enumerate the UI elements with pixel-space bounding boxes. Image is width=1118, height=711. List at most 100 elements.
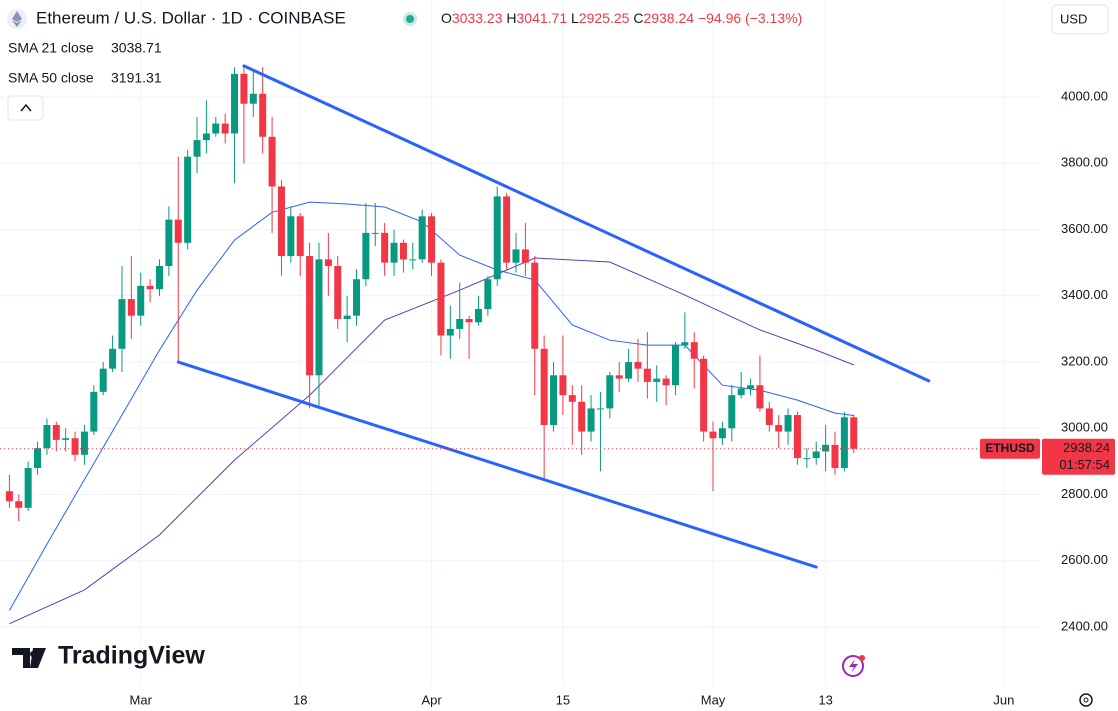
x-tick-label: May bbox=[701, 692, 726, 707]
candle-body bbox=[52, 424, 60, 440]
candle-body bbox=[71, 438, 79, 455]
candle-body bbox=[625, 362, 633, 379]
symbol-label: ETHUSD bbox=[985, 441, 1035, 455]
legend-name[interactable]: SMA 21 close bbox=[8, 40, 94, 56]
candle-body bbox=[193, 140, 201, 157]
candle-body bbox=[137, 285, 145, 316]
candle-body bbox=[259, 93, 267, 137]
ohlc-value: 2938.24 bbox=[643, 10, 694, 26]
ohlc-label: L bbox=[571, 10, 579, 26]
y-tick-label: 2800.00 bbox=[1061, 486, 1108, 501]
ohlc-label: H bbox=[506, 10, 516, 26]
candle-body bbox=[653, 378, 661, 382]
candle-body bbox=[343, 315, 351, 319]
legend-name[interactable]: SMA 50 close bbox=[8, 70, 94, 86]
candle-body bbox=[118, 299, 126, 349]
candle-body bbox=[474, 309, 482, 323]
price-labels: ETHUSD 2938.24 01:57:54 bbox=[980, 438, 1115, 475]
candle-body bbox=[5, 491, 13, 502]
legend-value: 3191.31 bbox=[111, 70, 162, 86]
candle-body bbox=[718, 428, 726, 439]
candle-body bbox=[531, 262, 539, 349]
candle-body bbox=[681, 342, 689, 346]
y-tick-label: 3800.00 bbox=[1061, 155, 1108, 170]
candle-body bbox=[812, 451, 820, 459]
plot bbox=[0, 64, 1040, 625]
last-price: 2938.24 bbox=[1063, 440, 1110, 455]
candle-body bbox=[34, 448, 42, 469]
candle-body bbox=[484, 279, 492, 310]
candle-body bbox=[362, 232, 370, 280]
trend-line bbox=[176, 360, 818, 569]
candle-body bbox=[690, 342, 698, 359]
candle-body bbox=[240, 73, 248, 104]
candle-body bbox=[277, 186, 285, 257]
y-tick-label: 3600.00 bbox=[1061, 221, 1108, 236]
ohlc-value: 3041.71 bbox=[517, 10, 568, 26]
candle-body bbox=[324, 259, 332, 266]
candle-body bbox=[418, 216, 426, 260]
candle-body bbox=[371, 232, 379, 234]
ohlc-label: C bbox=[633, 10, 643, 26]
x-tick-label: 15 bbox=[556, 692, 570, 707]
candle-body bbox=[606, 375, 614, 409]
currency-button[interactable]: USD bbox=[1051, 4, 1109, 35]
x-tick-label: Apr bbox=[421, 692, 442, 707]
candle-body bbox=[202, 133, 210, 141]
candle-body bbox=[737, 388, 745, 396]
trend-line bbox=[242, 64, 931, 383]
candle-body bbox=[155, 265, 163, 290]
candle-body bbox=[850, 417, 858, 449]
ohlc-value: 3033.23 bbox=[452, 10, 503, 26]
legend-value: 3038.71 bbox=[111, 40, 162, 56]
y-tick-label: 4000.00 bbox=[1061, 88, 1108, 103]
candle-body bbox=[127, 299, 135, 316]
candle-body bbox=[399, 242, 407, 260]
candle-body bbox=[15, 501, 23, 508]
candle-body bbox=[90, 391, 98, 432]
candle-body bbox=[700, 358, 708, 432]
candle-body bbox=[775, 424, 783, 432]
candle-body bbox=[840, 417, 848, 469]
candle-body bbox=[43, 424, 51, 449]
candle-body bbox=[184, 156, 192, 243]
settings-icon[interactable] bbox=[1079, 693, 1093, 707]
lightning-icon[interactable] bbox=[842, 655, 865, 677]
candle-body bbox=[221, 123, 229, 134]
candle-body bbox=[521, 249, 529, 263]
brand-name: TradingView bbox=[58, 642, 205, 670]
candle-body bbox=[671, 345, 679, 386]
price-tag bbox=[1042, 438, 1115, 475]
ohlc-label: O bbox=[441, 10, 452, 26]
candle-body bbox=[146, 285, 154, 290]
candle-body bbox=[287, 216, 295, 257]
candle-body bbox=[428, 216, 436, 263]
ohlc-header: O3033.23 H3041.71 L2925.25 C2938.24 −94.… bbox=[441, 10, 802, 26]
x-tick-label: Mar bbox=[130, 692, 153, 707]
candle-body bbox=[334, 265, 342, 319]
candle-body bbox=[559, 375, 567, 396]
x-tick-label: Jun bbox=[993, 692, 1014, 707]
currency-box[interactable] bbox=[1051, 4, 1109, 35]
status-dot bbox=[406, 15, 414, 23]
sma-line bbox=[8, 201, 854, 611]
candle-body bbox=[550, 375, 558, 425]
ohlc-value: 2925.25 bbox=[579, 10, 630, 26]
candle-body bbox=[109, 348, 117, 369]
candle-body bbox=[296, 216, 304, 257]
chart-title: Ethereum / U.S. Dollar · 1D · COINBASE bbox=[36, 8, 346, 27]
candle-body bbox=[465, 318, 473, 323]
candle-body bbox=[62, 438, 70, 440]
candle-body bbox=[80, 431, 88, 455]
candle-body bbox=[728, 395, 736, 429]
candle-body bbox=[643, 368, 651, 382]
candle-body bbox=[24, 468, 32, 508]
candle-body bbox=[747, 385, 755, 389]
candle-body bbox=[353, 279, 361, 316]
candle-body bbox=[446, 328, 454, 336]
y-tick-label: 3000.00 bbox=[1061, 420, 1108, 435]
currency-label[interactable]: USD bbox=[1060, 11, 1087, 26]
candle-body bbox=[587, 408, 595, 432]
collapse-button[interactable] bbox=[7, 95, 44, 121]
